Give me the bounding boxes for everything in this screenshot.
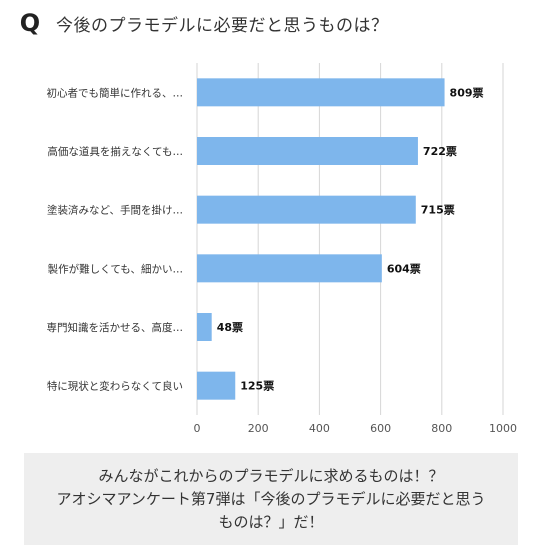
value-label: 125票	[240, 380, 274, 393]
value-label: 48票	[217, 321, 243, 334]
x-tick-label: 1000	[489, 422, 517, 435]
x-tick-label: 600	[370, 422, 391, 435]
category-label: 専門知識を活かせる、高度…	[47, 321, 184, 334]
footer-box: みんながこれからのプラモデルに求めるものは！？ アオシマアンケート第7弾は「今後…	[24, 453, 518, 545]
category-label: 塗装済みなど、手間を掛け…	[47, 204, 183, 217]
bar	[197, 371, 236, 400]
bar	[197, 313, 212, 341]
footer-line: ものは？」だ！	[218, 512, 324, 531]
x-tick-label: 400	[309, 422, 330, 435]
bar	[197, 137, 418, 165]
value-label: 715票	[421, 204, 455, 217]
bar	[197, 78, 445, 107]
footer-text: みんながこれからのプラモデルに求めるものは！？ アオシマアンケート第7弾は「今後…	[57, 465, 486, 534]
x-tick-label: 200	[248, 422, 269, 435]
category-label: 初心者でも簡単に作れる、…	[47, 86, 184, 99]
question-header: Q 今後のプラモデルに必要だと思うものは？	[18, 8, 389, 38]
category-label: 特に現状と変わらなくて良い	[47, 380, 183, 393]
bar-chart: 0 200 400 600 800 1000 初心者でも簡単に作れる、… 809票高価な道具を…	[47, 63, 517, 435]
category-label: 高価な道具を揃えなくても…	[47, 145, 183, 158]
value-label: 604票	[387, 262, 421, 275]
category-label: 製作が難しくても、細かい…	[48, 262, 183, 275]
bar	[197, 254, 382, 283]
footer-line: アオシマアンケート第7弾は「今後のプラモデルに必要だと思う	[56, 489, 486, 508]
x-tick-label: 0	[194, 422, 201, 435]
q-mark-icon: Q	[19, 9, 41, 37]
value-label: 809票	[450, 86, 484, 99]
x-tick-label: 800	[431, 422, 452, 435]
bar	[197, 195, 416, 224]
footer-line: みんながこれからのプラモデルに求めるものは！？	[98, 466, 444, 485]
value-label: 722票	[423, 145, 457, 158]
question-title: 今後のプラモデルに必要だと思うものは？	[56, 15, 389, 36]
